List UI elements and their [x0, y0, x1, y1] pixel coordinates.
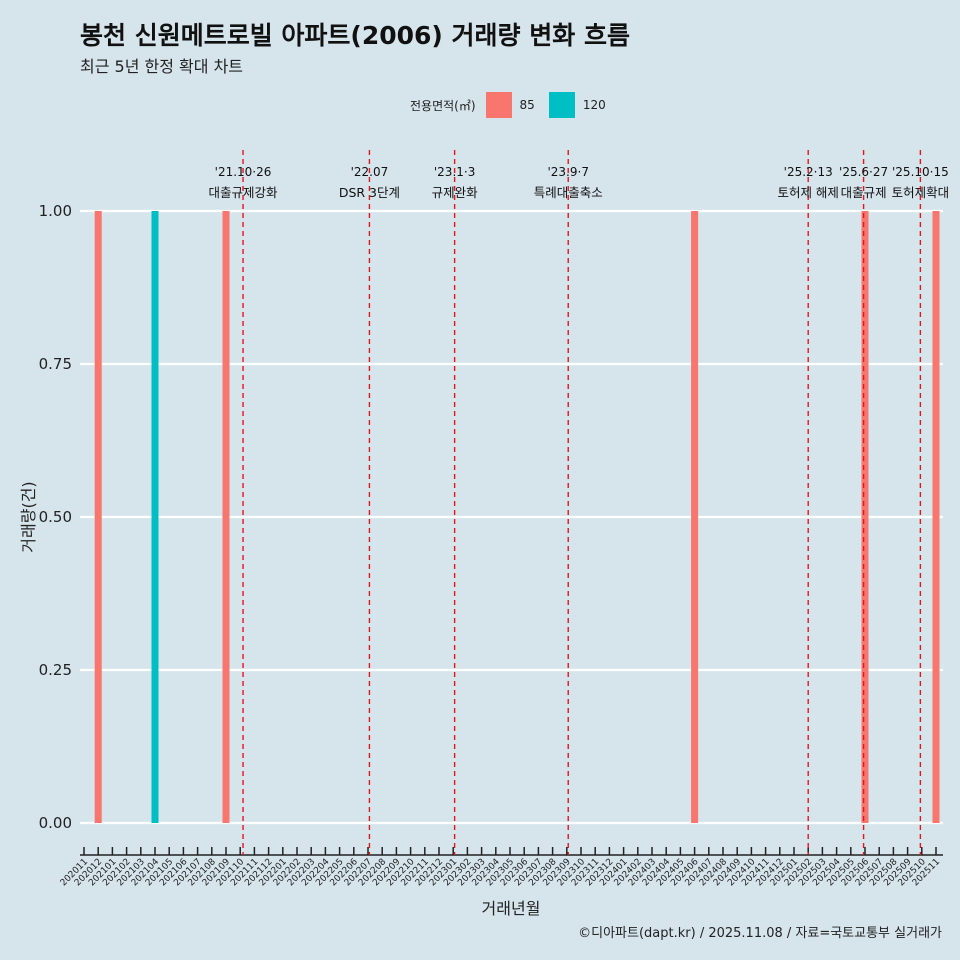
event-date: '25.10·15 [892, 165, 949, 179]
event-label: 토허제 해제 [777, 185, 838, 200]
caption: ©디아파트(dapt.kr) / 2025.11.08 / 자료=국토교통부 실… [578, 926, 942, 941]
legend: 전용면적(㎡) 85 120 [410, 92, 606, 118]
event-date: '21.10·26 [215, 165, 272, 179]
event-date: '23.1·3 [434, 165, 475, 179]
y-tick-label: 0.00 [39, 814, 72, 832]
y-tick-label: 0.25 [39, 661, 72, 679]
event-date: '23.9·7 [547, 165, 588, 179]
chart-subtitle: 최근 5년 한정 확대 차트 [80, 57, 244, 76]
legend-swatch-85 [485, 92, 512, 118]
event-label: 특례대출축소 [534, 185, 603, 200]
legend-swatch-120 [548, 92, 575, 118]
bar-85-202012 [94, 211, 102, 823]
legend-label-120: 120 [582, 98, 606, 112]
event-date: '25.6·27 [839, 165, 888, 179]
event-date: '22.07 [351, 165, 389, 179]
event-label: 규제완화 [432, 185, 479, 200]
y-tick-label: 0.75 [39, 355, 72, 373]
event-label: 토허제확대 [892, 185, 950, 200]
bar-85-202511 [932, 211, 940, 823]
y-tick-label: 1.00 [39, 202, 72, 220]
bar-85-202406 [691, 211, 699, 823]
chart-title: 봉천 신원메트로빌 아파트(2006) 거래량 변화 흐름 [80, 21, 630, 50]
event-label: 대출규제강화 [209, 185, 279, 200]
y-tick-label: 0.50 [39, 508, 72, 526]
x-axis-title: 거래년월 [482, 899, 541, 918]
legend-label-85: 85 [519, 98, 535, 112]
bar-120-202104 [151, 211, 159, 823]
y-axis-title: 거래량(건) [19, 481, 38, 552]
event-date: '25.2·13 [784, 165, 833, 179]
bar-85-202506 [861, 211, 869, 823]
legend-title: 전용면적(㎡) [410, 98, 476, 113]
event-label: DSR 3단계 [339, 185, 400, 200]
bar-85-202109 [222, 211, 230, 823]
event-label: 대출규제 [841, 185, 887, 200]
